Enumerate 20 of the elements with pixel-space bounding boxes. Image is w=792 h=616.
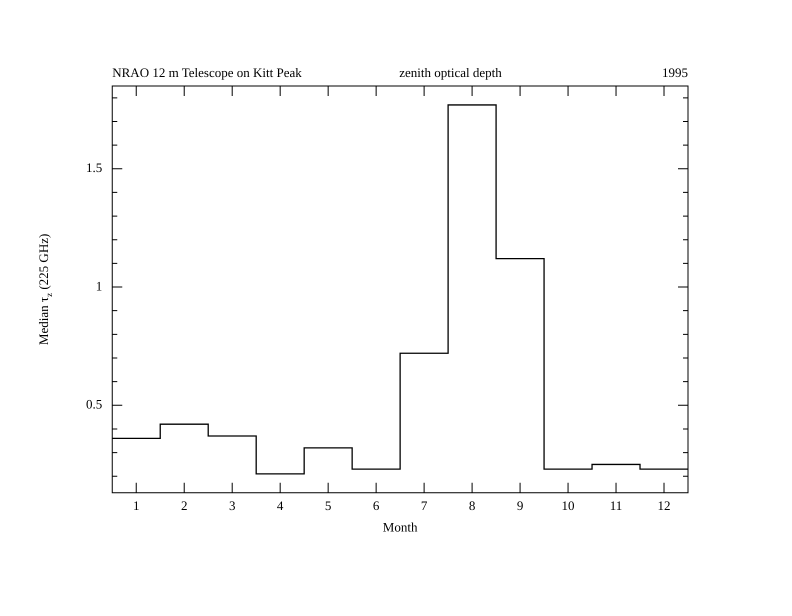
y-tick-label: 1.5 (86, 160, 102, 176)
x-tick-label: 5 (324, 498, 332, 514)
x-tick-label: 3 (228, 498, 236, 514)
text: 1995 (662, 65, 688, 80)
x-tick-label: 9 (516, 498, 524, 514)
x-axis-title: Month (382, 520, 418, 535)
x-tick-label: 4 (276, 498, 284, 514)
chart-title: NRAO 12 m Telescope on Kitt Peak (112, 65, 302, 80)
x-tick-label: 1 (132, 498, 140, 514)
x-tick-label: 7 (420, 498, 428, 514)
x-tick-label: 8 (468, 498, 476, 514)
x-tick-label: 12 (658, 498, 671, 514)
x-tick-label: 2 (180, 498, 188, 514)
x-tick-label: 11 (610, 498, 622, 514)
y-axis-title: Median τz (225 GHz) (36, 234, 54, 346)
y-tick-label: 0.5 (86, 396, 102, 412)
x-tick-label: 10 (562, 498, 575, 514)
chart-subtitle: zenith optical depth (399, 65, 502, 80)
x-tick-label: 6 (372, 498, 380, 514)
y-tick-label: 1 (96, 278, 102, 294)
